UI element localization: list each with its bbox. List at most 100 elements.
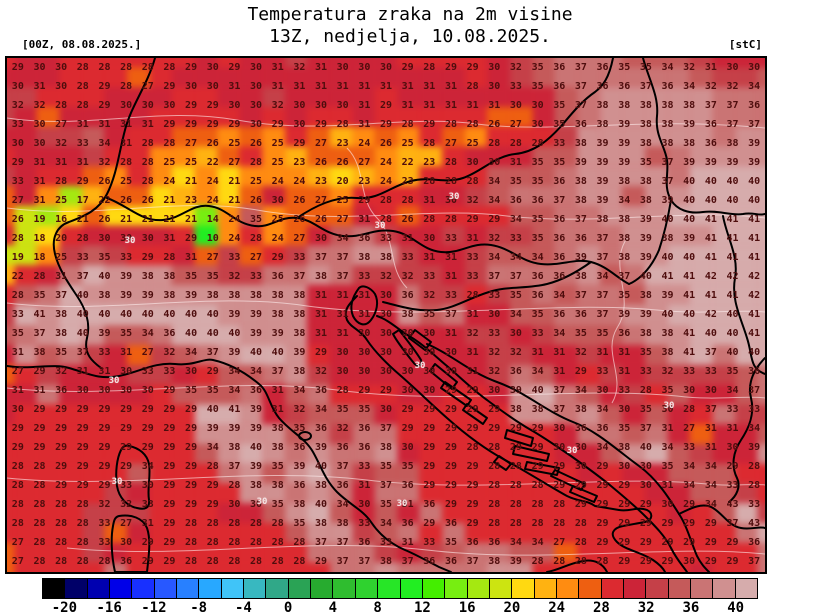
temperature-value: 30 [120, 232, 133, 244]
field-cell [622, 126, 646, 147]
temperature-value: 31 [358, 289, 371, 301]
temperature-value: 33 [163, 366, 176, 378]
temperature-value: 29 [185, 404, 198, 416]
temperature-value: 28 [379, 213, 393, 225]
temperature-value: 33 [120, 251, 133, 263]
temperature-value: 30 [401, 442, 414, 454]
temperature-value: 32 [314, 366, 328, 378]
temperature-value: 26 [141, 194, 154, 206]
temperature-value: 21 [120, 213, 133, 225]
temperature-value: 29 [141, 423, 154, 435]
temperature-value: 34 [596, 442, 609, 454]
temperature-value: 30 [704, 385, 717, 397]
temperature-value: 41 [726, 289, 739, 301]
temperature-value: 27 [55, 118, 68, 130]
temperature-value: 31 [444, 99, 457, 111]
temperature-value: 27 [250, 251, 263, 263]
temperature-value: 34 [250, 366, 263, 378]
temperature-value: 28 [423, 61, 436, 73]
temperature-value: 32 [488, 347, 501, 359]
temperature-value: 40 [748, 347, 761, 359]
field-cell [14, 58, 37, 68]
temperature-value: 29 [76, 480, 89, 492]
field-cell [262, 67, 285, 88]
temperature-value: 36 [553, 61, 566, 73]
colorbar-segment [110, 578, 133, 599]
temperature-value: 29 [271, 118, 284, 130]
field-cell [7, 166, 15, 187]
temperature-value: 35 [423, 308, 436, 320]
temperature-value: 37 [553, 385, 566, 397]
temperature-value: 30 [553, 442, 566, 454]
colorbar-tick-label: 32 [637, 600, 655, 615]
temperature-value: 32 [683, 61, 696, 73]
temperature-value: 16 [55, 213, 68, 225]
temperature-value: 28 [574, 556, 587, 568]
field-cell [622, 146, 646, 167]
temperature-value: 29 [444, 480, 457, 492]
temperature-value: 30 [509, 99, 522, 111]
temperature-value: 31 [423, 99, 436, 111]
temperature-value: 30 [33, 61, 46, 73]
temperature-value: 33 [639, 366, 652, 378]
temperature-value: 30 [748, 61, 761, 73]
temperature-value: 28 [141, 175, 154, 187]
colorbar-segment [713, 578, 736, 599]
temperature-value: 21 [228, 175, 241, 187]
temperature-value: 30 [163, 99, 176, 111]
field-cell [262, 126, 285, 147]
temperature-value: 24 [358, 137, 371, 149]
temperature-value: 40 [120, 308, 133, 320]
field-cell [284, 324, 308, 345]
field-cell [217, 324, 240, 345]
temperature-value: 33 [553, 137, 566, 149]
temperature-value: 32 [33, 99, 46, 111]
temperature-value: 26 [98, 175, 111, 187]
temperature-value: 29 [618, 499, 631, 511]
temperature-value: 29 [98, 404, 111, 416]
temperature-value: 35 [250, 213, 263, 225]
colorbar-segment [288, 578, 312, 599]
temperature-value: 28 [11, 461, 24, 473]
temperature-value: 29 [574, 366, 587, 378]
temperature-value: 28 [574, 537, 587, 549]
temperature-value: 31 [618, 366, 631, 378]
temperature-value: 41 [33, 308, 46, 320]
temperature-value: 29 [55, 442, 68, 454]
temperature-value: 26 [293, 213, 306, 225]
temperature-value: 38 [55, 308, 68, 320]
temperature-value: 38 [596, 99, 609, 111]
temperature-value: 29 [55, 480, 68, 492]
field-cell [622, 67, 646, 88]
temperature-value: 37 [639, 80, 652, 92]
contour-label: 30 [111, 477, 123, 487]
temperature-value: 35 [531, 61, 544, 73]
field-cell [262, 285, 285, 306]
temperature-value: 30 [250, 118, 263, 130]
temperature-value: 29 [120, 442, 133, 454]
colorbar-tick-label: 20 [503, 600, 521, 615]
temperature-value: 33 [358, 461, 371, 473]
temperature-value: 30 [423, 347, 436, 359]
field-cell [239, 67, 263, 88]
temperature-value: 35 [120, 328, 133, 340]
field-cell [262, 146, 285, 167]
temperature-value: 30 [336, 61, 349, 73]
field-cell [14, 146, 37, 167]
temperature-value: 38 [336, 518, 349, 530]
temperature-value: 28 [33, 461, 46, 473]
temperature-value: 31 [704, 442, 717, 454]
temperature-value: 40 [141, 308, 154, 320]
temperature-value: 28 [444, 118, 457, 130]
temperature-value: 39 [509, 556, 522, 568]
colorbar-segment [177, 578, 200, 599]
temperature-value: 31 [314, 308, 328, 320]
temperature-value: 28 [185, 556, 198, 568]
temperature-value: 39 [748, 156, 761, 168]
temperature-value: 38 [314, 480, 328, 492]
temperature-value: 30 [639, 480, 652, 492]
temperature-value: 30 [661, 499, 674, 511]
temperature-value: 31 [271, 80, 284, 92]
temperature-value: 38 [271, 289, 284, 301]
temperature-value: 30 [553, 423, 566, 435]
